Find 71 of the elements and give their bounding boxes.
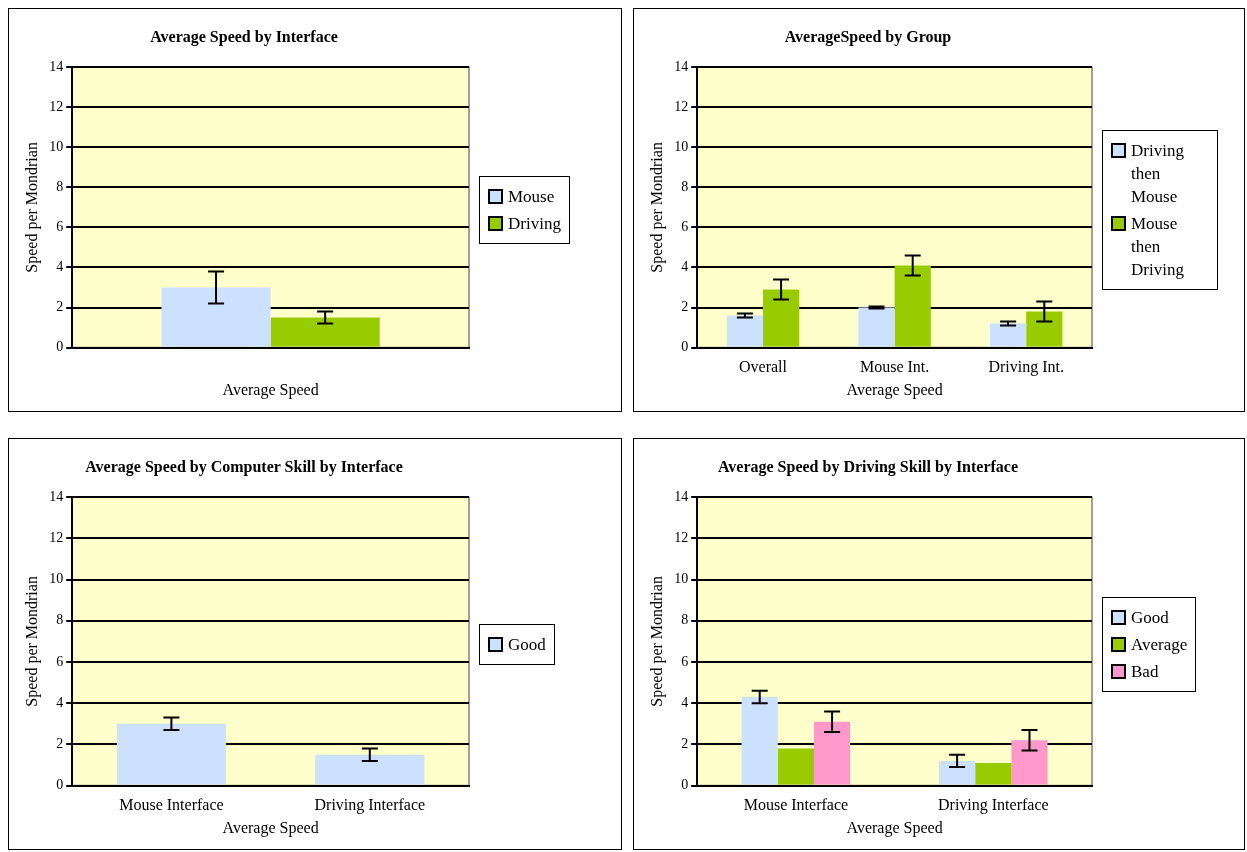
legend-label: Average bbox=[1131, 633, 1188, 656]
x-axis-title: Average Speed bbox=[846, 380, 943, 399]
legend-label: Mouse then Driving bbox=[1131, 213, 1185, 281]
y-tick-label: 4 bbox=[56, 694, 64, 710]
y-tick-label: 10 bbox=[674, 571, 689, 587]
y-tick-label: 0 bbox=[56, 777, 64, 793]
y-tick-label: 12 bbox=[49, 530, 64, 546]
y-axis-title: Speed per Mondrian bbox=[22, 142, 41, 273]
y-tick-label: 12 bbox=[674, 98, 689, 114]
chart-title: Average Speed by Computer Skill by Interface bbox=[85, 457, 403, 476]
y-tick-label: 10 bbox=[49, 571, 64, 587]
y-tick-label: 14 bbox=[49, 58, 64, 74]
bar bbox=[939, 760, 976, 785]
x-axis-title: Average Speed bbox=[222, 818, 319, 837]
bar bbox=[726, 315, 763, 347]
y-tick-label: 14 bbox=[674, 488, 689, 504]
bar bbox=[975, 762, 1012, 785]
y-tick-label: 10 bbox=[674, 138, 689, 154]
chart-title: Average Speed by Driving Skill by Interface bbox=[717, 457, 1019, 476]
y-tick-label: 0 bbox=[56, 339, 64, 355]
y-tick-label: 4 bbox=[56, 259, 64, 275]
bar bbox=[990, 323, 1027, 347]
x-tick-label: Mouse Interface bbox=[119, 796, 224, 814]
y-tick-label: 0 bbox=[681, 777, 689, 793]
y-tick-label: 6 bbox=[56, 219, 64, 235]
y-tick-label: 6 bbox=[56, 653, 64, 669]
legend-label: Mouse bbox=[508, 186, 555, 208]
y-tick-label: 10 bbox=[49, 138, 64, 154]
x-tick-label: Mouse Int. bbox=[859, 358, 930, 376]
bar bbox=[814, 721, 851, 785]
bar bbox=[763, 289, 800, 347]
y-tick-label: 8 bbox=[681, 179, 689, 195]
y-tick-label: 14 bbox=[674, 58, 689, 74]
x-tick-label: Overall bbox=[739, 358, 788, 376]
bar bbox=[741, 697, 778, 785]
x-axis-title: Average Speed bbox=[222, 380, 319, 399]
bar bbox=[1026, 311, 1063, 347]
y-tick-label: 2 bbox=[56, 299, 64, 315]
y-tick-label: 8 bbox=[56, 612, 64, 628]
y-tick-label: 8 bbox=[681, 612, 689, 628]
y-axis-title: Speed per Mondrian bbox=[22, 576, 41, 707]
y-axis-title: Speed per Mondrian bbox=[647, 142, 666, 273]
y-tick-label: 2 bbox=[681, 736, 689, 752]
legend-label: Driving then Mouse bbox=[1131, 140, 1185, 208]
legend-label: Good bbox=[1131, 606, 1169, 629]
bar bbox=[777, 748, 814, 785]
y-tick-label: 4 bbox=[681, 259, 689, 275]
legend-label: Bad bbox=[1131, 660, 1159, 683]
y-tick-label: 6 bbox=[681, 653, 689, 669]
y-tick-label: 0 bbox=[681, 339, 689, 355]
x-axis-title: Average Speed bbox=[846, 818, 943, 837]
legend-label: Good bbox=[508, 633, 546, 656]
y-tick-label: 8 bbox=[56, 179, 64, 195]
y-tick-label: 12 bbox=[674, 530, 689, 546]
legend-label: Driving bbox=[508, 213, 561, 235]
x-tick-label: Driving Int. bbox=[988, 358, 1064, 377]
y-tick-label: 6 bbox=[681, 219, 689, 235]
x-tick-label: Mouse Interface bbox=[743, 796, 849, 814]
y-tick-label: 4 bbox=[681, 694, 689, 710]
x-tick-label: Driving Interface bbox=[314, 796, 426, 815]
y-tick-label: 12 bbox=[49, 98, 64, 114]
chart-title: Average Speed by Interface bbox=[150, 27, 338, 46]
y-axis-title: Speed per Mondrian bbox=[647, 576, 666, 707]
chart-title: AverageSpeed by Group bbox=[784, 27, 952, 46]
bar bbox=[894, 265, 931, 347]
y-tick-label: 14 bbox=[49, 488, 64, 504]
bar bbox=[1011, 740, 1048, 785]
x-tick-label: Driving Interface bbox=[938, 796, 1049, 815]
bar bbox=[858, 307, 895, 347]
y-tick-label: 2 bbox=[56, 736, 64, 752]
y-tick-label: 2 bbox=[681, 299, 689, 315]
